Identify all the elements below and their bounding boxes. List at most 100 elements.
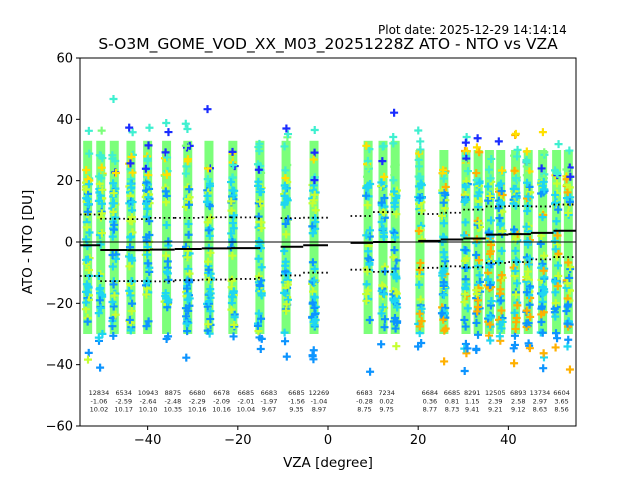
scatter-point [538, 259, 547, 268]
scatter-point [182, 162, 191, 171]
y-tick-label: 20 [56, 174, 73, 189]
scatter-column [522, 147, 535, 353]
scatter-point [84, 355, 93, 364]
scatter-point [565, 365, 574, 374]
bin-stat-label: 6685-1.569.35 [288, 389, 305, 414]
scatter-point [378, 303, 387, 312]
scatter-point [363, 182, 372, 191]
scatter-point [162, 221, 171, 230]
scatter-point [416, 145, 425, 154]
scatter-point [185, 294, 194, 303]
stat-std: 10.10 [139, 406, 158, 414]
scatter-column [377, 140, 389, 349]
scatter-point [205, 289, 214, 298]
stat-mean: -1.04 [311, 397, 328, 405]
scatter-point [461, 218, 470, 227]
scatter-point [181, 169, 190, 178]
scatter-point [565, 273, 574, 282]
scatter-point [511, 174, 520, 183]
stat-mean: -1.06 [91, 397, 108, 405]
scatter-point [84, 348, 93, 357]
scatter-point [522, 171, 531, 180]
scatter-point [126, 159, 135, 168]
scatter-point [128, 168, 137, 177]
scatter-point [254, 309, 263, 318]
scatter-point [228, 251, 237, 260]
scatter-point [308, 258, 317, 267]
scatter-point [378, 142, 387, 151]
scatter-point [204, 320, 213, 329]
scatter-point [128, 198, 137, 207]
scatter-point [462, 254, 471, 263]
scatter-point [390, 108, 399, 117]
scatter-point [415, 280, 424, 289]
scatter-point [163, 257, 172, 266]
scatter-point [229, 191, 238, 200]
stat-count: 6685 [238, 389, 255, 397]
y-tick-label: 40 [56, 113, 73, 128]
stat-mean: -0.28 [356, 397, 373, 405]
scatter-point [390, 314, 399, 323]
scatter-point [83, 317, 92, 326]
scatter-point [108, 250, 117, 259]
bin-stat-label: 6683-1.979.67 [261, 389, 278, 414]
scatter-point [181, 119, 190, 128]
scatter-point [486, 320, 495, 329]
scatter-point [128, 128, 137, 137]
stat-mean: -2.64 [140, 397, 157, 405]
stat-count: 13734 [530, 389, 551, 397]
scatter-point [537, 310, 546, 319]
scatter-core [83, 140, 93, 334]
scatter-point [497, 306, 506, 315]
scatter-column [202, 105, 215, 338]
scatter-point [472, 345, 481, 354]
scatter-point [554, 271, 563, 280]
stat-std: 9.12 [511, 406, 525, 414]
scatter-point [510, 359, 519, 368]
scatter-point [184, 219, 193, 228]
scatter-point [472, 318, 481, 327]
scatter-point [108, 151, 117, 160]
scatter-point [551, 190, 560, 199]
scatter-core [162, 140, 172, 334]
scatter-point [513, 257, 522, 266]
scatter-column [308, 125, 320, 364]
scatter-point [485, 249, 494, 258]
scatter-point [310, 303, 319, 312]
scatter-point [390, 270, 399, 279]
stat-count: 8291 [464, 389, 481, 397]
stat-count: 10943 [138, 389, 159, 397]
scatter-point [414, 126, 423, 135]
stat-count: 8875 [165, 389, 182, 397]
scatter-point [164, 128, 173, 137]
scatter-point [391, 233, 400, 242]
scatter-point [126, 216, 135, 225]
scatter-point [182, 353, 191, 362]
scatter-point [309, 287, 318, 296]
stat-std: 8.73 [445, 406, 459, 414]
scatter-point [539, 177, 548, 186]
scatter-point [181, 141, 190, 150]
scatter-point [254, 254, 263, 263]
scatter-point [181, 304, 190, 313]
scatter-point [391, 297, 400, 306]
scatter-point [439, 267, 448, 276]
scatter-point [257, 314, 266, 323]
x-axis: −40 −20 0 20 40 [134, 426, 517, 448]
scatter-point [97, 126, 106, 135]
scatter-point [109, 331, 118, 340]
scatter-point [551, 312, 560, 321]
scatter-point [108, 298, 117, 307]
scatter-point [98, 185, 107, 194]
stat-mean: -2.29 [189, 397, 206, 405]
stat-count: 7234 [378, 389, 395, 397]
scatter-point [440, 204, 449, 213]
scatter-point [145, 123, 154, 132]
scatter-point [417, 304, 426, 313]
scatter-point [364, 163, 373, 172]
scatter-point [257, 263, 266, 272]
scatter-column [389, 108, 402, 351]
scatter-point [203, 218, 212, 227]
scatter-point [282, 230, 291, 239]
